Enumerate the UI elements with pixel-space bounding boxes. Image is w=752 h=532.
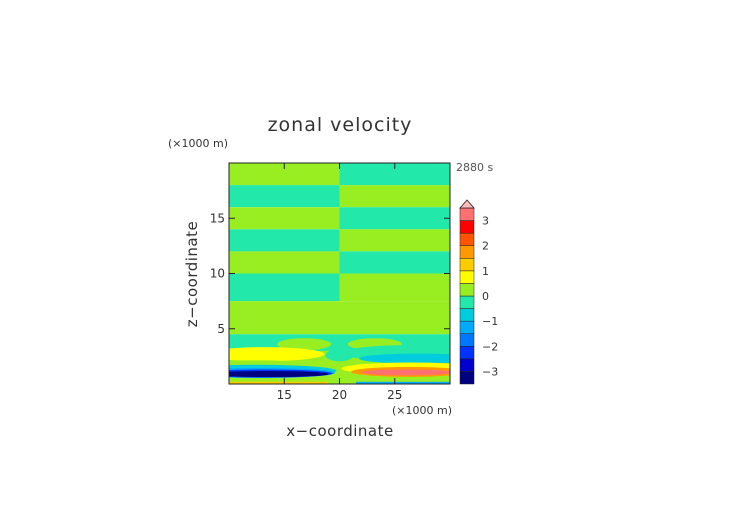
contour-field <box>229 163 450 384</box>
colorbar-swatch-8 <box>459 270 475 284</box>
colorbar-tick-label-6: −3 <box>482 365 498 378</box>
x-tick-label-1: 20 <box>332 388 347 402</box>
colorbar-swatch-4 <box>459 320 475 334</box>
band-right-1 <box>339 185 450 208</box>
x-axis-label: x−coordinate <box>286 422 394 440</box>
right-teal <box>359 353 450 364</box>
band-right-0 <box>339 163 450 186</box>
colorbar: 3 2 1 0 −1 −2 −3 <box>459 199 498 385</box>
x-axis-unit: (×1000 m) <box>392 404 453 417</box>
colorbar-swatch-2 <box>459 346 475 360</box>
colorbar-extend-arrow <box>459 199 475 209</box>
colorbar-swatch-5 <box>459 308 475 322</box>
colorbar-swatch-9 <box>459 258 475 272</box>
colorbar-tick-label-3: 0 <box>482 290 489 303</box>
colorbar-tick-label-4: −1 <box>482 315 498 328</box>
colorbar-tick-label-5: −2 <box>482 340 498 353</box>
colorbar-swatch-10 <box>459 245 475 259</box>
colorbar-tick-label-1: 2 <box>482 240 489 253</box>
band-left-1 <box>229 185 340 208</box>
x-tick-label-2: 25 <box>387 388 402 402</box>
left-darkblue <box>229 371 329 378</box>
colorbar-tick-label-0: 3 <box>482 215 489 228</box>
colorbar-swatch-3 <box>459 333 475 347</box>
plot-axes: 15 20 25 5 10 15 <box>210 162 451 402</box>
band-left-4 <box>229 251 340 274</box>
band-left-5 <box>229 273 340 302</box>
right-pink <box>361 369 450 376</box>
colorbar-swatch-0 <box>459 371 475 385</box>
lobe-left <box>277 338 332 351</box>
band-right-2 <box>339 207 450 230</box>
colorbar-tick-label-2: 1 <box>482 265 489 278</box>
band-right-6 <box>339 301 450 335</box>
band-left-3 <box>229 229 340 252</box>
colorbar-swatch-13 <box>459 207 475 221</box>
band-right-5 <box>339 273 450 302</box>
time-label: 2880 s <box>456 161 494 174</box>
colorbar-swatch-1 <box>459 358 475 372</box>
chart-title: zonal velocity <box>267 114 413 136</box>
y-tick-label-0: 5 <box>217 322 225 336</box>
left-orange <box>229 347 325 362</box>
y-axis-unit: (×1000 m) <box>168 137 229 150</box>
colorbar-swatch-7 <box>459 283 475 297</box>
band-right-4 <box>339 251 450 274</box>
y-tick-label-2: 15 <box>210 211 225 225</box>
band-right-3 <box>339 229 450 252</box>
colorbar-swatch-12 <box>459 220 475 234</box>
band-left-2 <box>229 207 340 230</box>
surface-orange-left <box>229 381 329 384</box>
band-left-0 <box>229 163 340 186</box>
y-tick-label-1: 10 <box>210 267 225 281</box>
colorbar-swatch-6 <box>459 295 475 309</box>
colorbar-swatch-11 <box>459 232 475 246</box>
x-tick-label-0: 15 <box>277 388 292 402</box>
band-left-6 <box>229 301 340 335</box>
surface-cyan-right <box>356 381 450 384</box>
